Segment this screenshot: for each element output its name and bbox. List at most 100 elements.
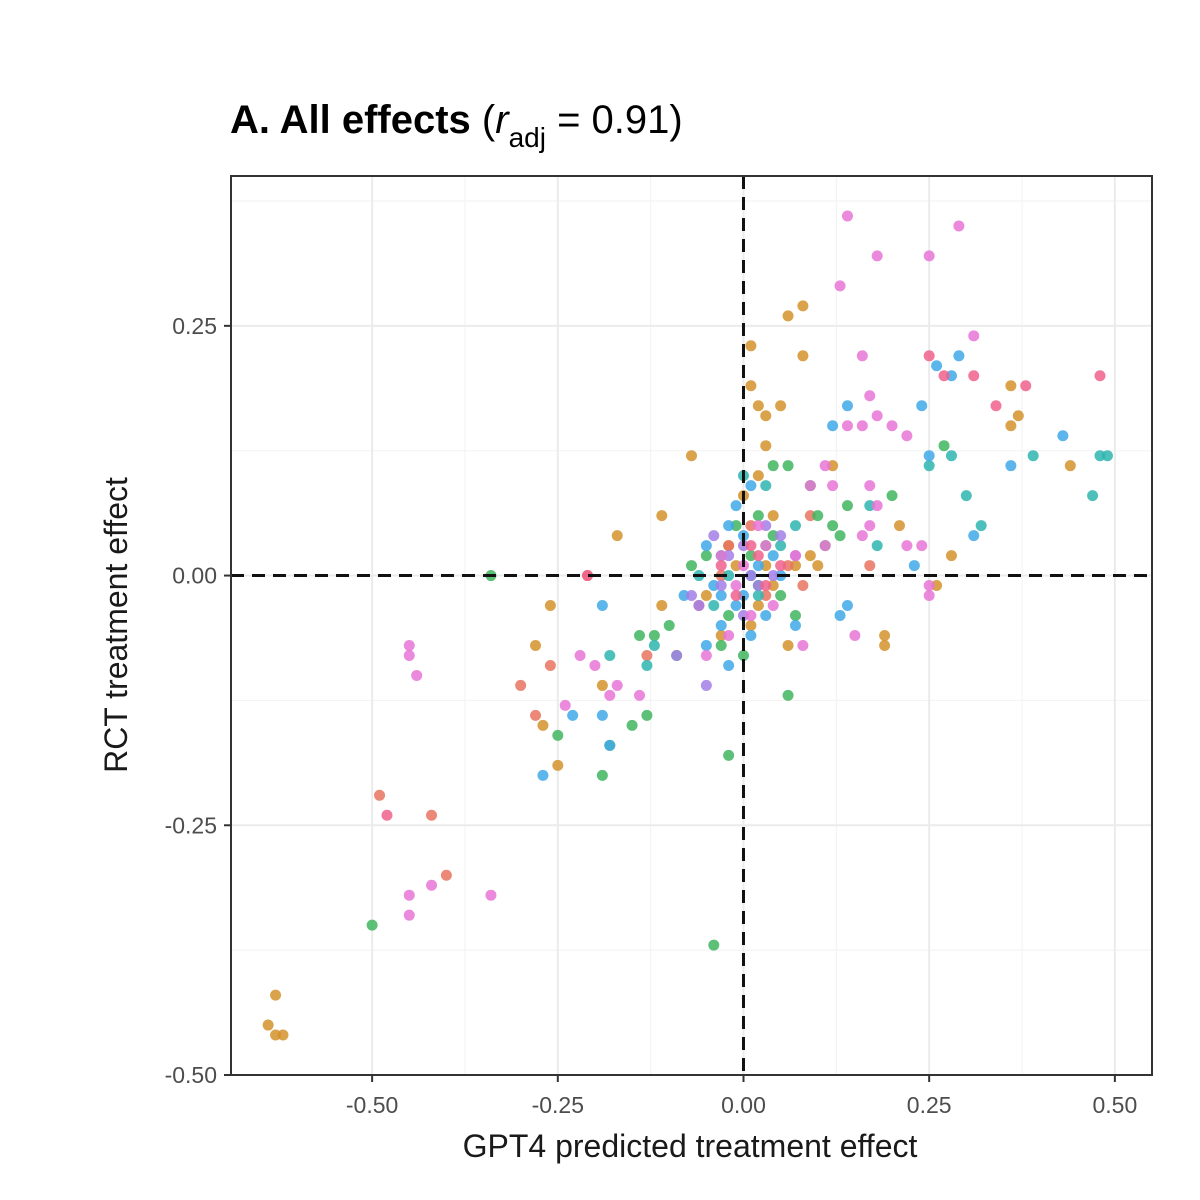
data-point — [841, 420, 853, 432]
data-point — [656, 600, 668, 612]
data-point — [708, 600, 720, 612]
chart-title-bold: A. All effects — [230, 98, 471, 142]
data-point — [760, 540, 772, 552]
data-point — [760, 610, 772, 622]
data-point — [960, 490, 972, 502]
data-point — [544, 600, 556, 612]
data-point — [886, 420, 898, 432]
data-point — [552, 759, 564, 771]
data-point — [775, 400, 787, 412]
data-point — [604, 739, 616, 751]
data-point — [745, 620, 757, 631]
plot-background — [231, 176, 1152, 1075]
data-point — [864, 520, 876, 532]
data-point — [856, 350, 868, 362]
data-point — [775, 540, 787, 552]
data-point — [923, 460, 935, 472]
data-point — [262, 1019, 274, 1031]
data-point — [841, 600, 853, 612]
data-point — [374, 789, 386, 801]
data-point — [819, 460, 831, 472]
data-point — [611, 530, 623, 542]
data-point — [634, 689, 646, 701]
data-point — [723, 629, 735, 641]
x-tick-label: 0.25 — [907, 1092, 952, 1118]
data-point — [596, 769, 608, 781]
data-point — [485, 889, 497, 901]
data-point — [671, 649, 683, 661]
data-point — [901, 430, 913, 442]
data-point — [745, 380, 757, 392]
data-point — [530, 709, 542, 721]
chart-title-open: ( — [471, 98, 496, 142]
data-point — [596, 600, 608, 612]
data-point — [752, 560, 764, 572]
data-point — [700, 540, 712, 552]
data-point — [723, 659, 735, 671]
x-tick-label: 0.00 — [721, 1092, 766, 1118]
data-point — [537, 769, 549, 781]
data-point — [789, 620, 801, 631]
data-point — [871, 500, 883, 512]
data-point — [737, 649, 749, 661]
data-point — [723, 540, 735, 552]
data-point — [403, 649, 415, 661]
data-point — [916, 540, 928, 552]
data-point — [1005, 460, 1017, 472]
data-point — [841, 500, 853, 512]
data-point — [604, 649, 616, 661]
data-point — [923, 580, 935, 592]
y-tick-label: -0.25 — [165, 812, 217, 838]
data-point — [1027, 450, 1039, 462]
data-point — [559, 699, 571, 711]
data-point — [797, 350, 809, 362]
data-point — [730, 590, 742, 602]
x-tick-label: 0.50 — [1092, 1092, 1137, 1118]
data-point — [975, 520, 987, 532]
data-point — [760, 580, 772, 592]
data-point — [752, 510, 764, 522]
data-point — [403, 909, 415, 921]
data-point — [923, 450, 935, 462]
data-point — [403, 889, 415, 901]
data-point — [723, 610, 735, 622]
data-point — [745, 340, 757, 352]
data-point — [530, 639, 542, 651]
data-point — [686, 450, 697, 462]
data-point — [574, 649, 586, 661]
y-tick-label: 0.25 — [172, 313, 217, 339]
data-point — [752, 590, 764, 602]
data-point — [804, 480, 816, 492]
plot-area: -0.50 -0.25 0.00 0.25 0.50 -0.50 -0.25 0.00 0.25 — [165, 175, 1153, 1118]
data-point — [693, 600, 705, 612]
data-point — [277, 1029, 289, 1041]
data-point — [834, 280, 846, 292]
data-point — [760, 480, 772, 492]
data-point — [797, 300, 809, 312]
data-point — [931, 360, 943, 372]
data-point — [626, 719, 638, 731]
data-point — [908, 560, 920, 572]
data-point — [567, 709, 579, 721]
data-point — [827, 520, 839, 532]
data-point — [515, 679, 527, 691]
data-point — [1087, 490, 1099, 502]
data-point — [886, 490, 898, 502]
data-point — [782, 639, 794, 651]
data-point — [537, 719, 549, 731]
data-point — [879, 639, 891, 651]
data-point — [1101, 450, 1113, 462]
x-tick-label: -0.50 — [346, 1092, 398, 1118]
data-point — [775, 560, 787, 572]
data-point — [656, 510, 668, 522]
y-axis-label: RCT treatment effect — [98, 477, 134, 773]
data-point — [596, 709, 608, 721]
data-point — [767, 510, 779, 522]
chart-title: A. All effects (radj = 0.91) — [230, 98, 683, 153]
data-point — [819, 540, 831, 552]
data-point — [864, 390, 876, 402]
data-point — [1012, 410, 1024, 422]
data-point — [879, 629, 891, 641]
data-point — [1064, 460, 1076, 472]
